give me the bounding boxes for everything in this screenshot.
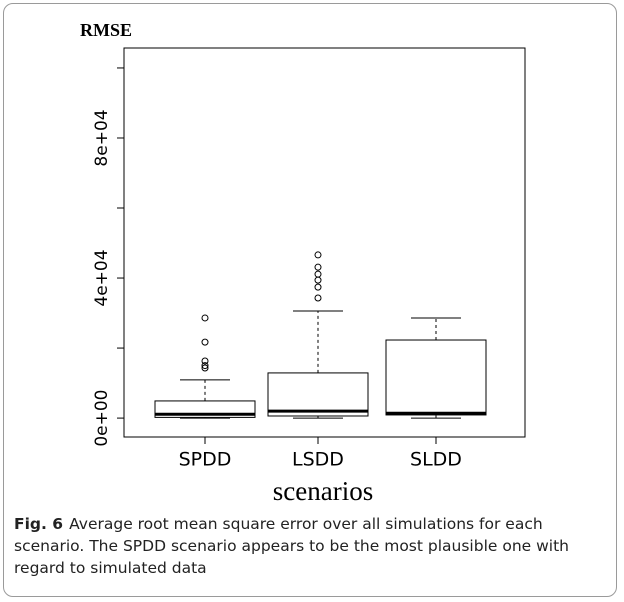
- x-tick-label: LSDD: [292, 449, 344, 471]
- box: [385, 339, 487, 416]
- outlier: [314, 251, 322, 259]
- outlier: [314, 294, 322, 302]
- x-axis-label: scenarios: [273, 476, 373, 506]
- y-tick-label: 4e+04: [92, 249, 112, 306]
- x-tick-label: SLDD: [410, 449, 462, 471]
- chart: RMSE scenarios 0e+00 4e+04 8e+04 SPDD LSDD SL…: [80, 20, 526, 506]
- y-tick-label: 8e+04: [92, 109, 112, 166]
- plot-frame: [123, 47, 526, 438]
- outlier: [314, 276, 322, 284]
- caption-label: Fig. 6: [14, 515, 64, 533]
- figure-border: [3, 3, 617, 597]
- box: [267, 372, 369, 417]
- outlier: [314, 270, 322, 278]
- outlier: [201, 338, 209, 346]
- x-tick-label: SPDD: [179, 449, 232, 471]
- box: [154, 400, 256, 418]
- outlier: [201, 362, 209, 370]
- chart-title: RMSE: [80, 20, 132, 40]
- outlier: [314, 283, 322, 291]
- y-tick-label: 0e+00: [92, 390, 112, 447]
- caption: Fig. 6 Average root mean square error ove…: [14, 513, 610, 579]
- caption-text: Average root mean square error over all …: [14, 515, 569, 577]
- outlier: [314, 263, 322, 271]
- outlier: [201, 357, 209, 365]
- outlier: [201, 364, 209, 372]
- outlier: [201, 314, 209, 322]
